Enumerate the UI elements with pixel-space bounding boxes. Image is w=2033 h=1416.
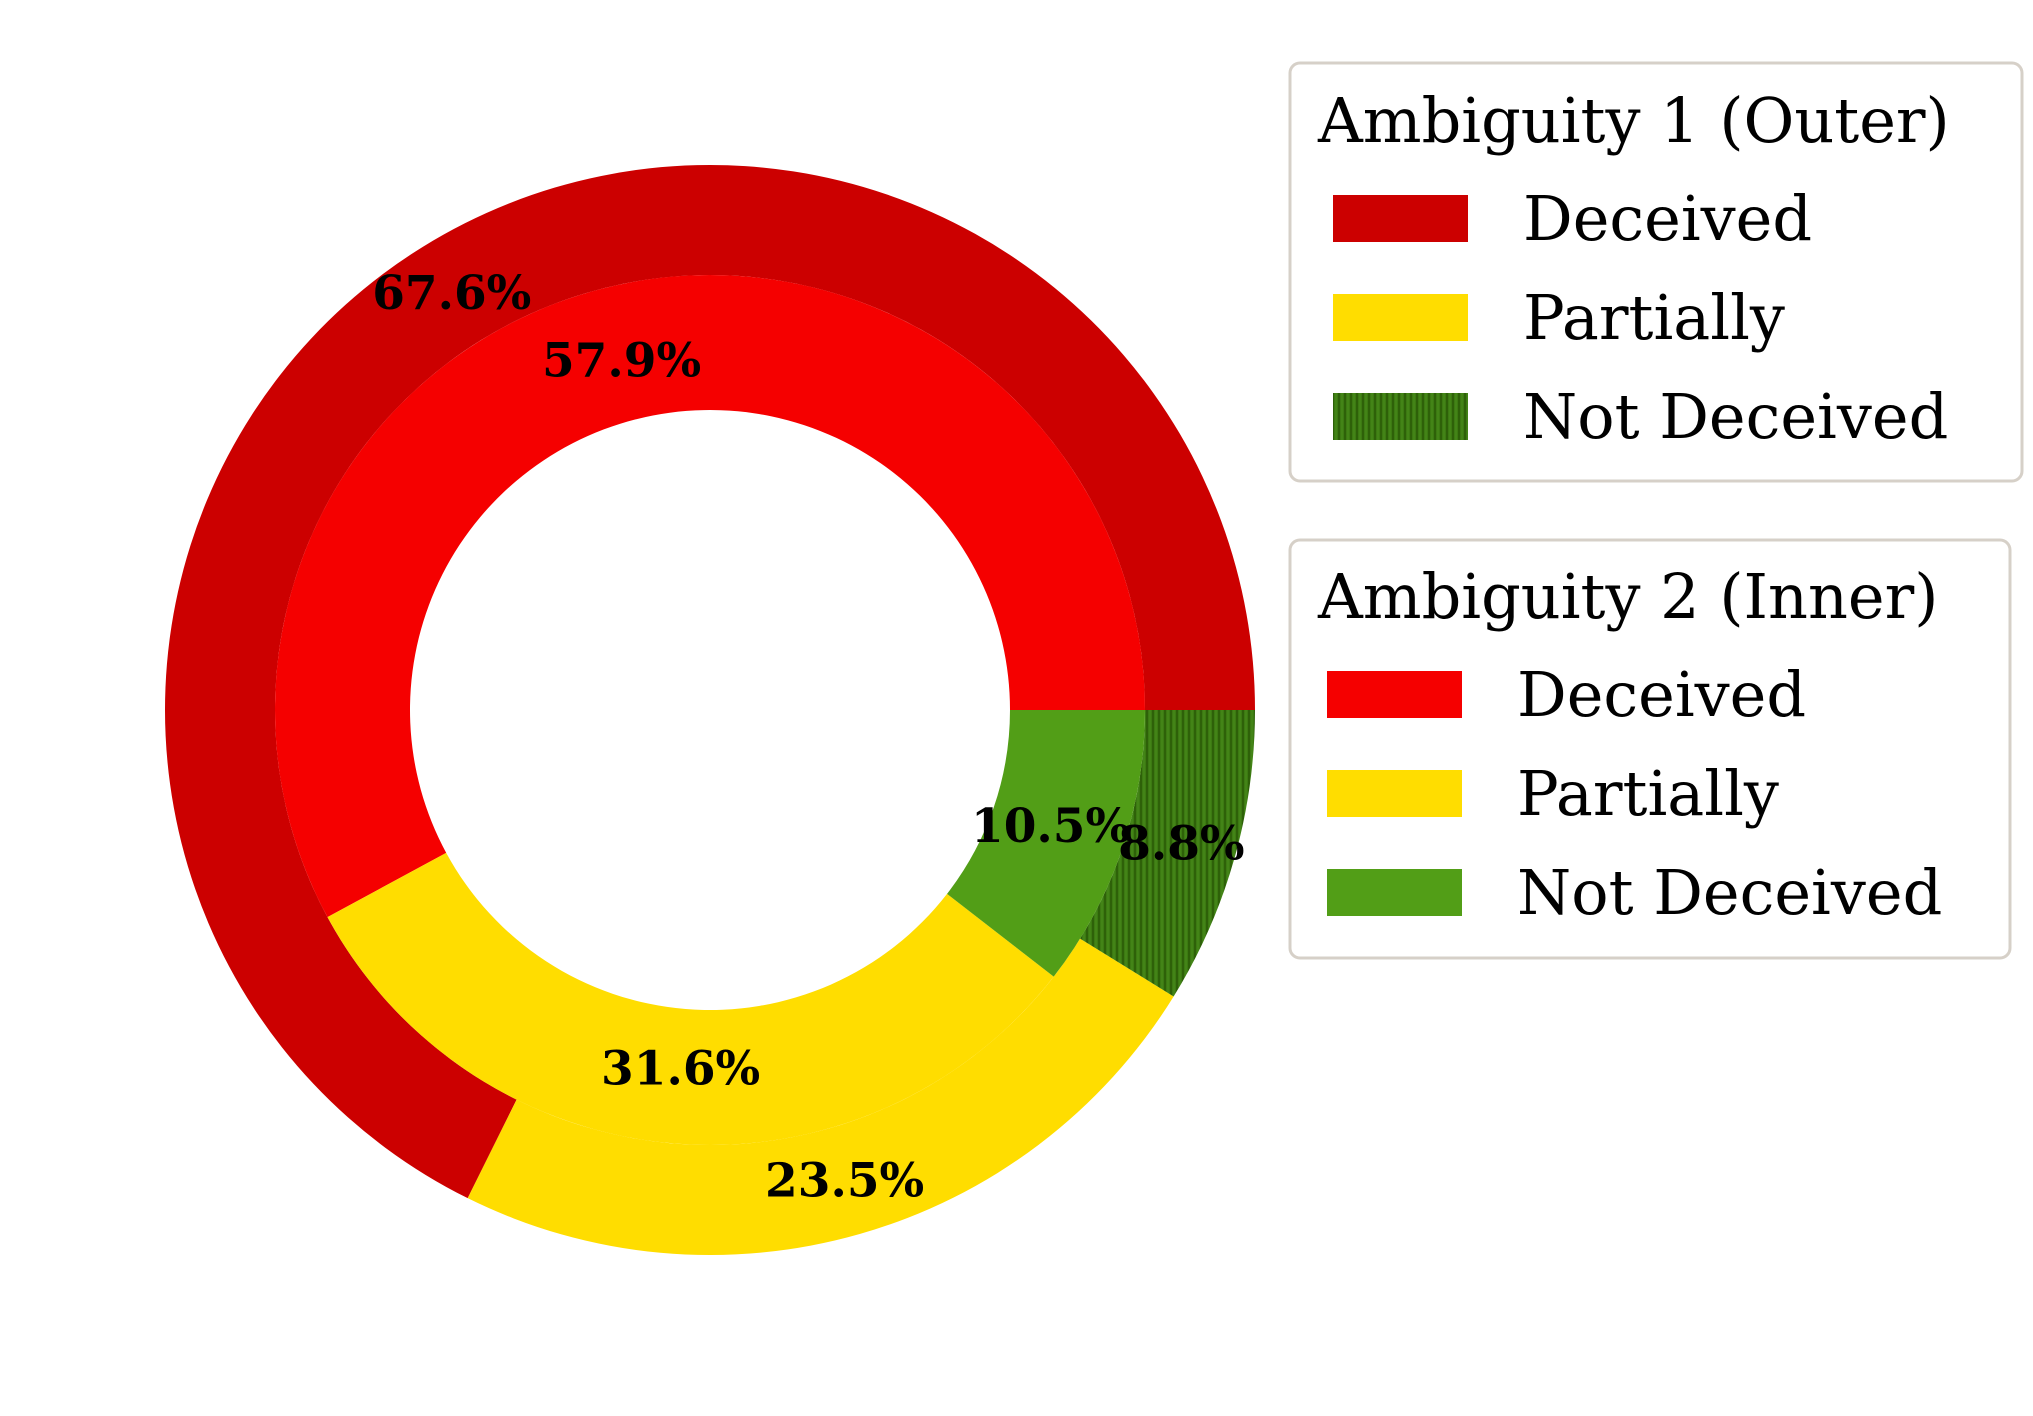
legend-inner-swatch-not-deceived [1327, 869, 1462, 916]
legend-outer-label-partially: Partially [1523, 281, 1785, 354]
legend-outer: Ambiguity 1 (Outer) Deceived Partially N… [1288, 61, 2024, 483]
inner-label-partially: 31.6% [601, 1041, 760, 1096]
legend-inner-title: Ambiguity 2 (Inner) [1317, 560, 1938, 633]
wedge-labels: 67.6% 23.5% 8.8% 57.9% 31.6% 10.5% [372, 266, 1244, 1209]
outer-wedge-not-deceived [1080, 710, 1255, 997]
legend-outer-frame [1288, 61, 2024, 483]
legend-outer-swatch-partially [1333, 294, 1468, 341]
legend-inner-frame [1288, 538, 2012, 960]
outer-label-partially: 23.5% [765, 1154, 924, 1209]
inner-ring [274, 274, 1145, 1145]
inner-wedge-deceived [274, 274, 1145, 918]
inner-label-deceived: 57.9% [542, 334, 701, 389]
legend-inner-swatch-partially [1327, 770, 1462, 817]
legend-outer-swatch-deceived [1333, 195, 1468, 242]
inner-label-not-deceived: 10.5% [971, 799, 1130, 854]
legend-inner: Ambiguity 2 (Inner) Deceived Partially N… [1288, 538, 2012, 960]
outer-label-deceived: 67.6% [372, 266, 531, 321]
legend-inner-label-partially: Partially [1517, 757, 1779, 830]
legend-inner-label-not-deceived: Not Deceived [1517, 856, 1942, 929]
outer-wedge-partially [467, 938, 1174, 1255]
inner-wedge-partially [327, 852, 1054, 1145]
legend-outer-label-deceived: Deceived [1523, 182, 1812, 255]
legend-inner-label-deceived: Deceived [1517, 658, 1806, 731]
legend-outer-label-not-deceived: Not Deceived [1523, 380, 1948, 453]
legend-outer-swatch-not-deceived [1333, 393, 1468, 440]
outer-ring [164, 165, 1255, 1255]
legend-outer-title: Ambiguity 1 (Outer) [1317, 84, 1950, 157]
outer-label-not-deceived: 8.8% [1118, 816, 1244, 871]
inner-wedge-not-deceived [947, 710, 1145, 977]
legend-inner-swatch-deceived [1327, 671, 1462, 718]
